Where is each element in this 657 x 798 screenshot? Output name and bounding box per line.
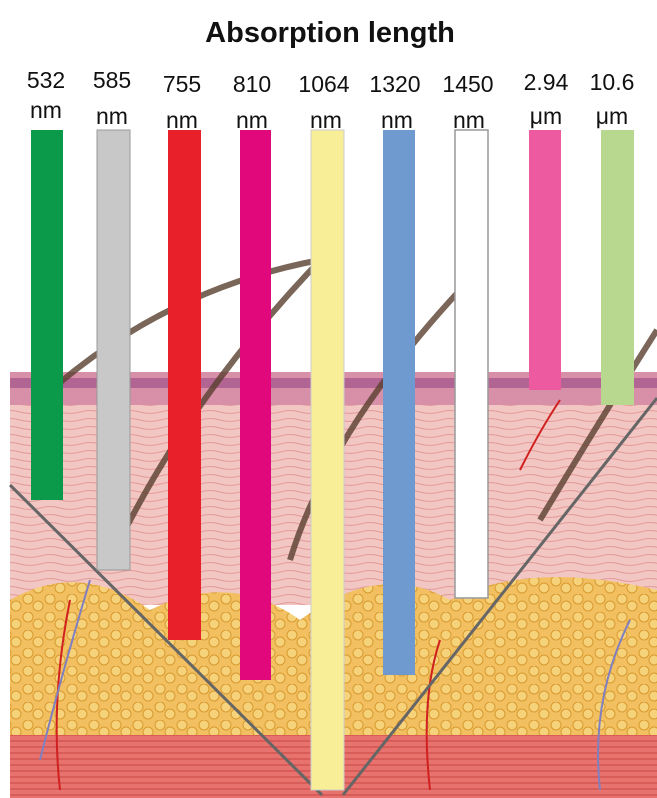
bar [240,130,271,680]
unit: nm [236,107,268,133]
unit: nm [96,103,128,129]
bar [455,130,488,598]
bar [601,130,634,405]
diagram: Absorption length 532 nm 585 nm 755 nm 8… [0,0,657,798]
bar [529,130,561,390]
unit: nm [310,107,342,133]
wavelength: 1450 [442,71,493,97]
wavelength: 532 [27,67,65,93]
wavelength: 755 [163,71,201,97]
bar [31,130,63,500]
wavelength: 1064 [298,71,349,97]
wavelength: 10.6 [590,69,635,95]
bar [97,130,130,570]
unit: nm [381,107,413,133]
wavelength: 2.94 [524,69,569,95]
wavelength: 1320 [369,71,420,97]
bar [311,130,344,790]
wavelength: 585 [93,67,131,93]
bar [383,130,415,675]
bar [168,130,201,640]
unit: nm [166,107,198,133]
unit: μm [596,103,628,129]
title: Absorption length [205,17,455,49]
unit: nm [30,97,62,123]
unit: nm [453,107,485,133]
labels: 532 nm 585 nm 755 nm 810 nm 1064 nm 1320… [27,67,635,133]
unit: μm [530,103,562,129]
wavelength: 810 [233,71,271,97]
